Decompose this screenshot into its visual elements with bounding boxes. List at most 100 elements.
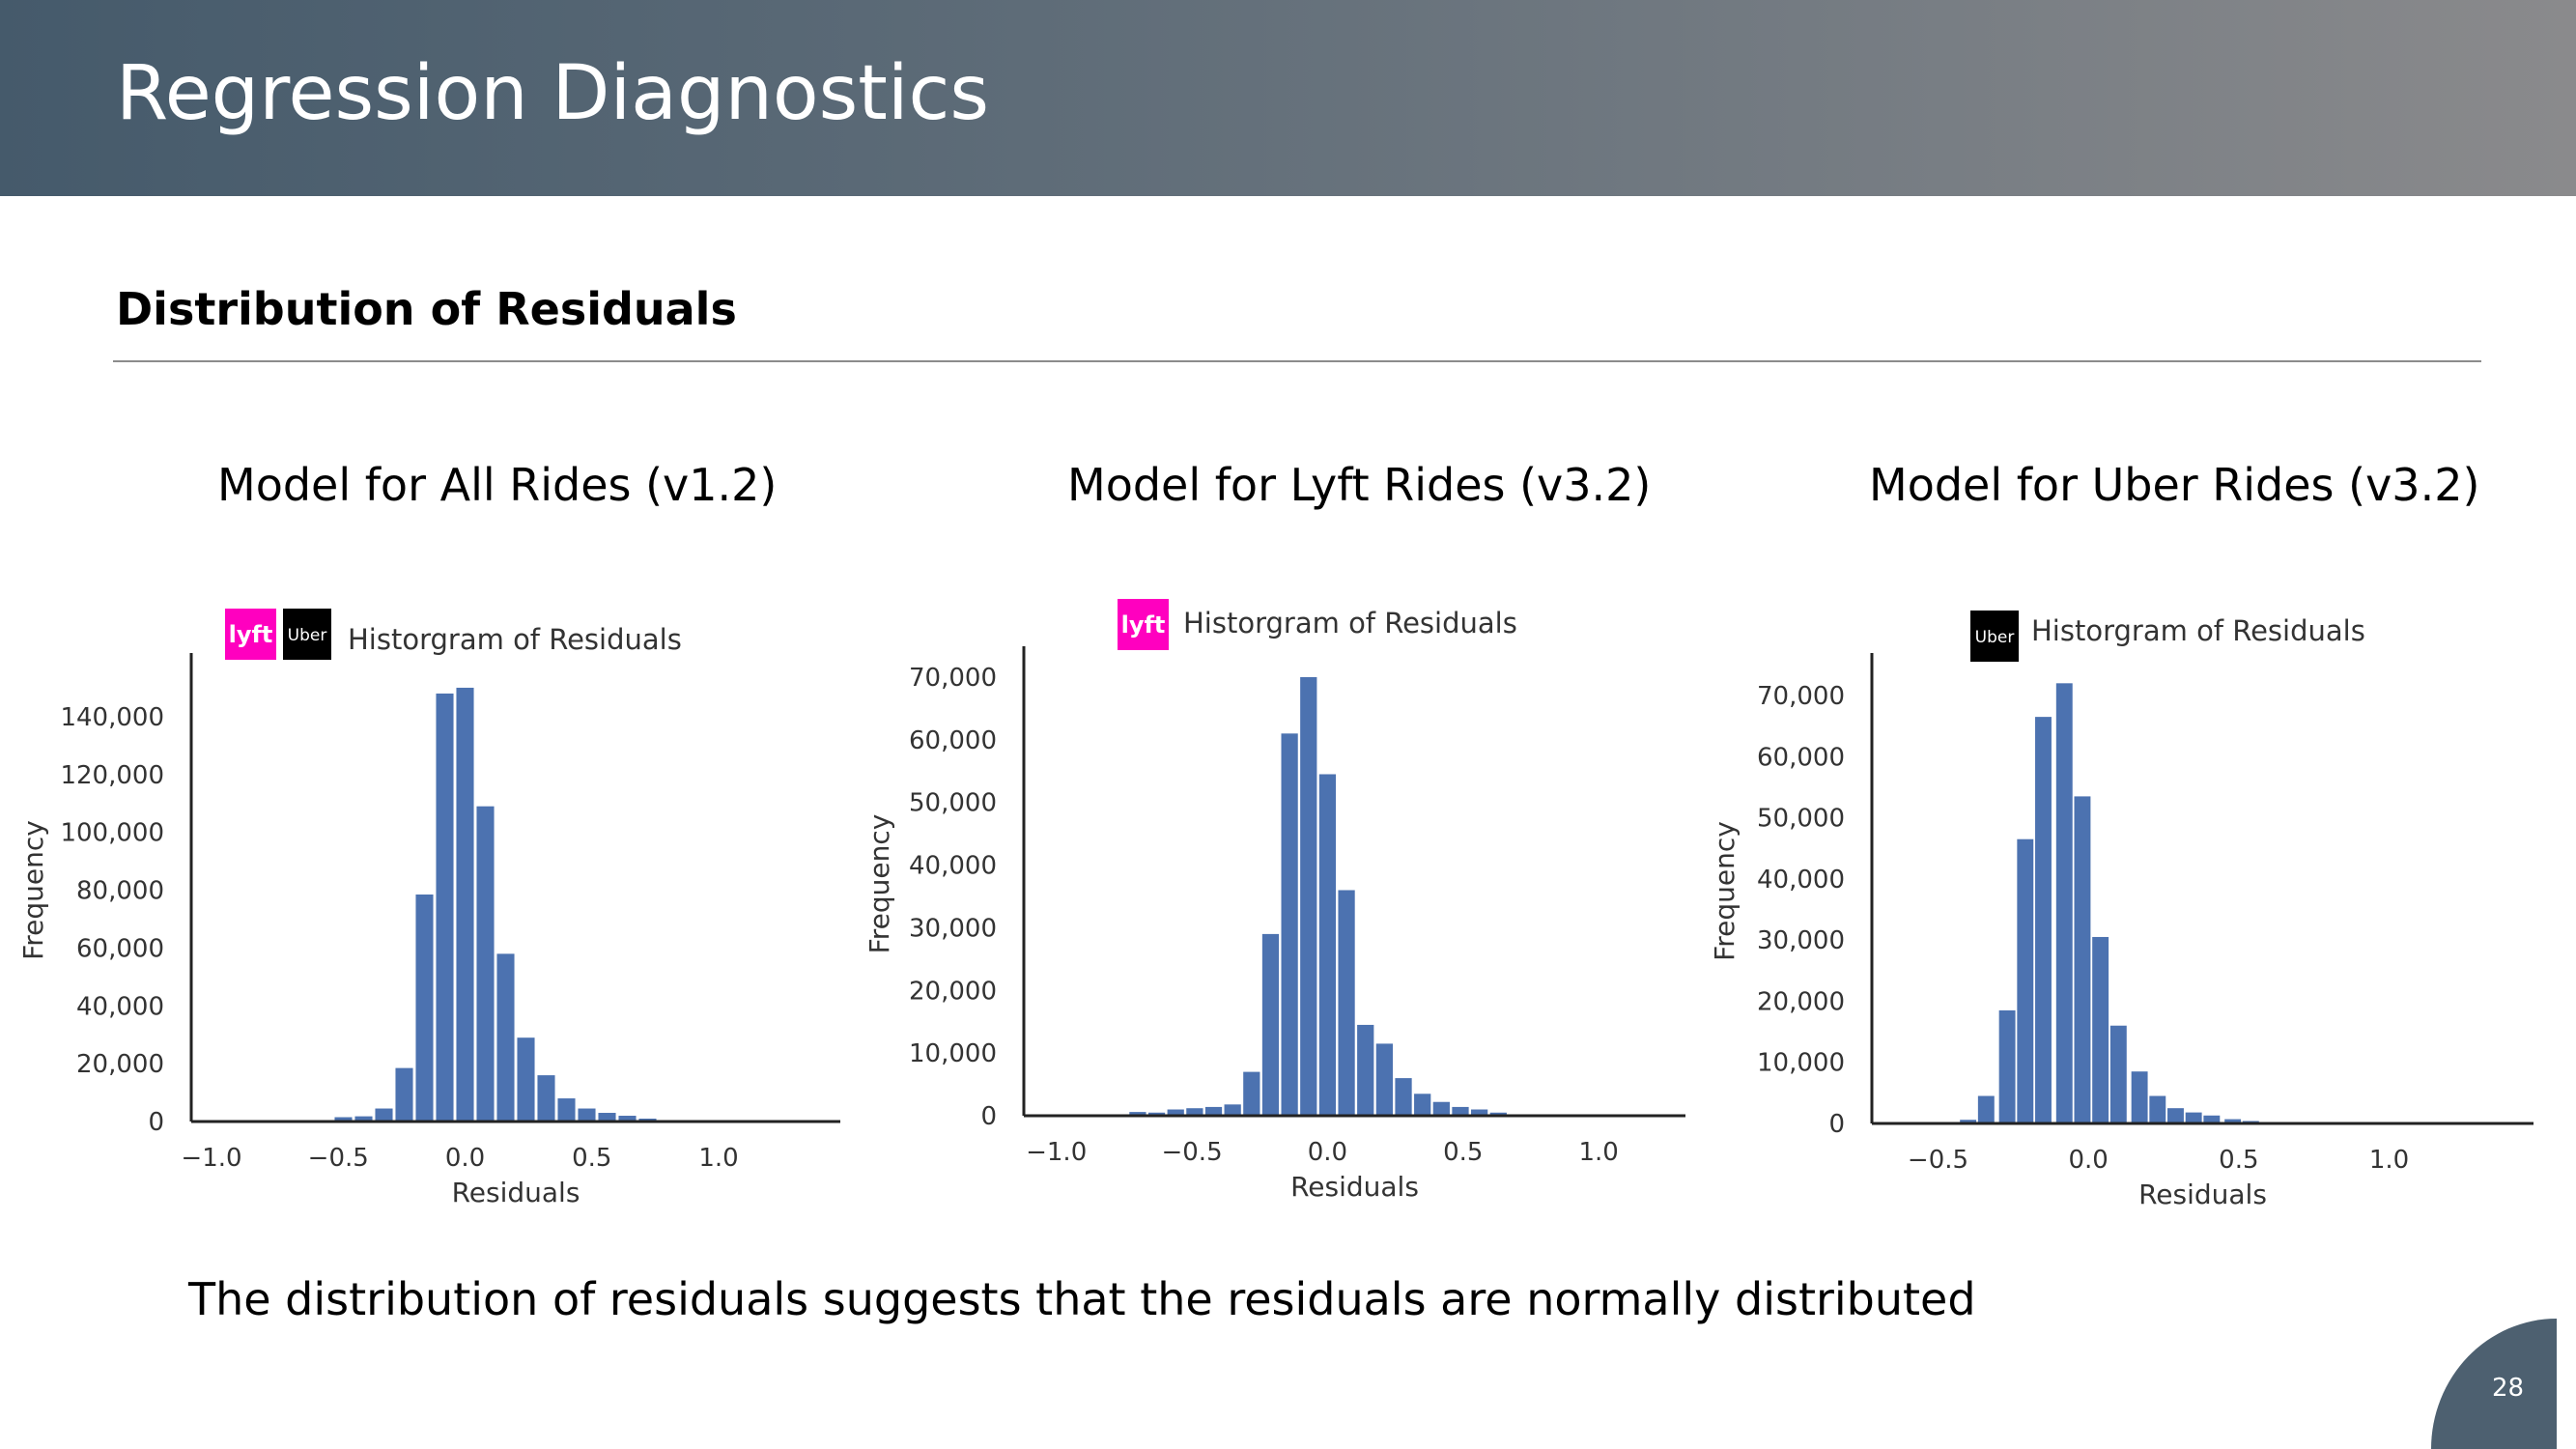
page-number: 28 (2492, 1374, 2525, 1403)
uber-logo-icon (1970, 611, 2019, 662)
page-title: Regression Diagnostics (116, 50, 990, 137)
histogram-bar (1489, 1112, 1507, 1116)
histogram-bar (1375, 1043, 1394, 1116)
histogram-bar (537, 1075, 555, 1122)
histogram-bar (557, 1098, 576, 1122)
histogram-chart-3: 0 10,000 20,000 30,000 40,000 50,000 60,000 70,… (1709, 611, 2534, 1210)
y-tick-label: 0 (980, 1102, 997, 1131)
y-tick-label: 50,000 (1757, 805, 1845, 834)
histogram-bar (2055, 683, 2073, 1123)
section-title: Distribution of Residuals (116, 283, 737, 335)
y-tick-label: 40,000 (76, 992, 164, 1021)
histogram-bar (1357, 1024, 1374, 1116)
histogram-bar (476, 806, 495, 1122)
histogram-bar (456, 687, 474, 1122)
x-tick-label: 1.0 (1578, 1138, 1618, 1167)
y-tick-label: 100,000 (60, 819, 164, 848)
histogram-bar (354, 1116, 373, 1122)
title-banner: Regression Diagnostics (0, 0, 2576, 196)
histogram-bar (1338, 890, 1355, 1116)
histogram-bar (598, 1113, 616, 1122)
y-tick-label: 70,000 (1757, 682, 1845, 711)
lyft-logo-icon (225, 609, 276, 660)
histogram-bar (1432, 1101, 1450, 1116)
histogram-bar (1452, 1106, 1469, 1116)
histogram-bar (2017, 838, 2034, 1123)
x-axis-label: Residuals (452, 1177, 580, 1208)
histogram-bar (1471, 1109, 1488, 1116)
histogram-bar (2167, 1108, 2184, 1123)
y-tick-label: 60,000 (909, 726, 997, 755)
histogram-bar (2035, 717, 2052, 1123)
y-tick-label: 40,000 (1757, 866, 1845, 895)
chart-title: Historgram of Residuals (348, 623, 682, 656)
histogram-bar (395, 1067, 413, 1122)
histogram-bar (1147, 1112, 1166, 1116)
histogram-bar (618, 1116, 637, 1122)
histogram-bar (1318, 774, 1337, 1116)
histogram-bar (1414, 1094, 1431, 1116)
x-tick-label: 1.0 (2369, 1146, 2409, 1175)
histogram-bar (2224, 1119, 2242, 1123)
y-tick-label: 40,000 (909, 852, 997, 881)
histogram-chart-2: 0 10,000 20,000 30,000 40,000 50,000 60,000 70,… (863, 599, 1685, 1203)
histogram-bar (1224, 1104, 1241, 1116)
lyft-logo-icon (1118, 599, 1169, 650)
y-tick-label: 120,000 (60, 761, 164, 790)
histogram-bar (1300, 676, 1317, 1116)
lyft-logo-text: lyft (229, 621, 273, 648)
histogram-bar (1977, 1095, 1995, 1123)
y-tick-label: 10,000 (1757, 1049, 1845, 1078)
y-tick-label: 60,000 (76, 934, 164, 963)
y-tick-label: 30,000 (1757, 926, 1845, 955)
y-tick-label: 50,000 (909, 789, 997, 818)
uber-logo-text: Uber (1975, 628, 2015, 647)
histogram-bar (1243, 1071, 1260, 1116)
uber-logo-text: Uber (288, 626, 327, 645)
model-label-lyft-rides: Model for Lyft Rides (v3.2) (1067, 459, 1652, 511)
y-tick-label: 20,000 (76, 1050, 164, 1079)
histogram-bar (1167, 1109, 1184, 1116)
histogram-bar (2185, 1112, 2202, 1123)
y-axis-label: Frequency (17, 820, 49, 960)
histogram-bar (496, 953, 515, 1122)
y-tick-label: 140,000 (60, 703, 164, 732)
histogram-bar (578, 1108, 596, 1122)
y-tick-label: 0 (1828, 1110, 1845, 1139)
histogram-bar (375, 1108, 393, 1122)
histogram-bar (1998, 1009, 2016, 1123)
histogram-bar (1129, 1112, 1146, 1116)
x-tick-label: 0.0 (1308, 1138, 1347, 1167)
x-tick-label: −1.0 (181, 1144, 241, 1173)
histogram-bar (1395, 1078, 1412, 1116)
histogram-bar (2074, 796, 2091, 1123)
uber-logo-icon (283, 609, 331, 660)
histogram-bar (2131, 1071, 2148, 1123)
y-tick-label: 20,000 (909, 977, 997, 1006)
histogram-bar (517, 1037, 535, 1122)
x-tick-label: 0.5 (2219, 1146, 2258, 1175)
histogram-chart-1: 0 20,000 40,000 60,000 80,000 100,000 120,000 1… (17, 609, 840, 1208)
lyft-logo-text: lyft (1121, 611, 1166, 639)
x-axis-label: Residuals (2138, 1179, 2267, 1210)
histogram-bar (2149, 1095, 2166, 1123)
histogram-bar (1186, 1108, 1203, 1116)
y-tick-label: 30,000 (909, 914, 997, 943)
histogram-bar (1261, 933, 1280, 1116)
x-tick-label: 0.5 (572, 1144, 611, 1173)
y-tick-label: 20,000 (1757, 987, 1845, 1016)
histogram-bar (334, 1117, 353, 1122)
histogram-bar (1204, 1106, 1223, 1116)
x-tick-label: 0.0 (2069, 1146, 2109, 1175)
histogram-bar (436, 693, 454, 1122)
y-tick-label: 80,000 (76, 877, 164, 906)
y-tick-label: 70,000 (909, 664, 997, 693)
histogram-bar (415, 894, 434, 1122)
histogram-bar (2109, 1025, 2127, 1123)
x-tick-label: −0.5 (1161, 1138, 1222, 1167)
x-tick-label: 0.5 (1443, 1138, 1483, 1167)
chart-title: Historgram of Residuals (1183, 607, 1517, 639)
histogram-bar (1960, 1120, 1977, 1123)
histogram-bar (1281, 733, 1298, 1116)
y-tick-label: 10,000 (909, 1039, 997, 1068)
